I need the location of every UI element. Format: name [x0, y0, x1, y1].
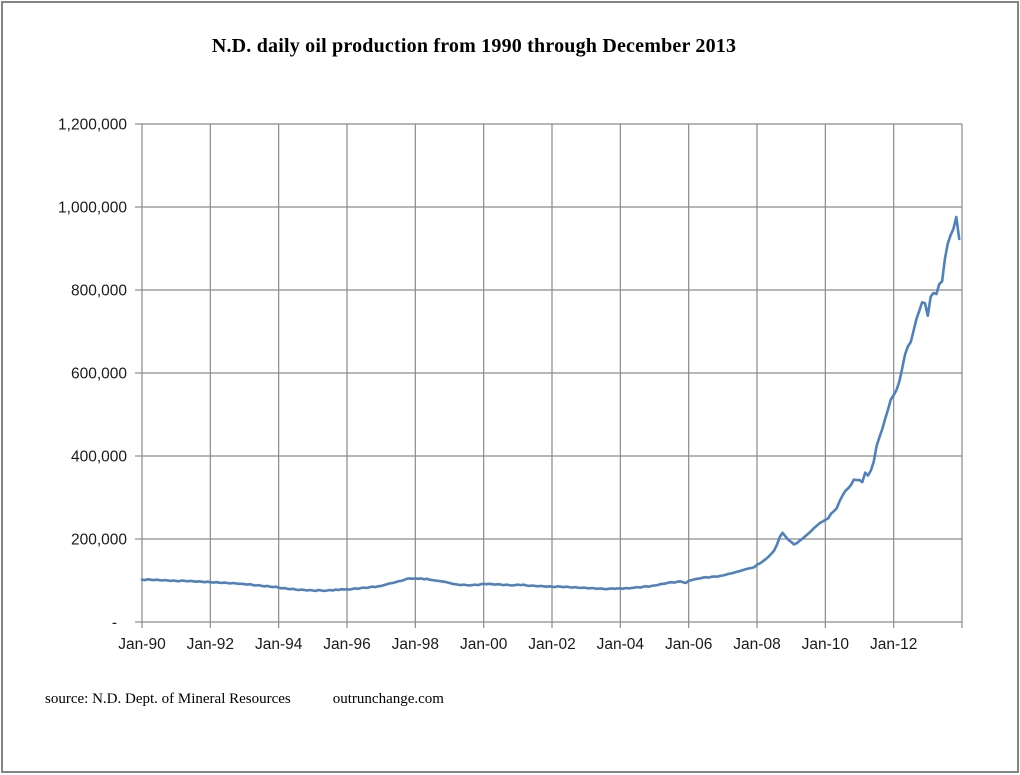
production-line-series — [140, 215, 961, 593]
x-axis-label: Jan-00 — [460, 636, 508, 653]
y-axis-label: 200,000 — [71, 532, 127, 549]
x-axis-label: Jan-04 — [597, 636, 645, 653]
y-axis-label: 600,000 — [71, 366, 127, 383]
y-axis-label: 800,000 — [71, 283, 127, 300]
x-axis-label: Jan-92 — [187, 636, 234, 653]
x-axis-label: Jan-06 — [665, 636, 712, 653]
source-row: source: N.D. Dept. of Mineral Resources o… — [45, 691, 444, 708]
x-axis-label: Jan-12 — [870, 636, 917, 653]
plot-svg: - 200,000 400,000 600,000 800,000 1,000,000 1,… — [58, 117, 963, 653]
y-axis-label: - — [112, 615, 117, 632]
y-axis-label: 1,000,000 — [58, 200, 127, 217]
x-axis-label: Jan-96 — [323, 636, 370, 653]
x-axis-label: Jan-02 — [528, 636, 575, 653]
x-axis-label: Jan-98 — [392, 636, 439, 653]
y-axis-label: 400,000 — [71, 449, 127, 466]
website-label: outrunchange.com — [332, 691, 444, 707]
source-label: source: N.D. Dept. of Mineral Resources — [45, 691, 291, 707]
x-axis-label: Jan-08 — [733, 636, 780, 653]
chart-title: N.D. daily oil production from 1990 thro… — [211, 35, 737, 57]
x-axis-label: Jan-90 — [118, 636, 166, 653]
y-axis-label: 1,200,000 — [58, 117, 127, 134]
x-axis-label: Jan-10 — [802, 636, 850, 653]
x-axis-label: Jan-94 — [255, 636, 303, 653]
